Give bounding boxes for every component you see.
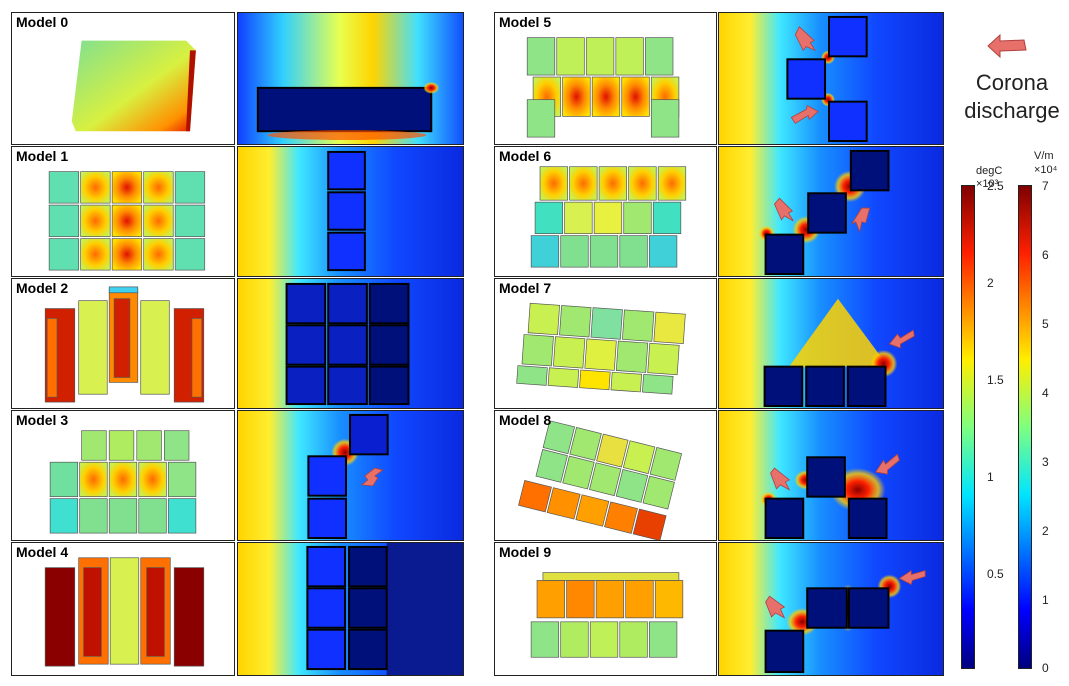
model-9-field-plot	[719, 543, 943, 675]
model-5-temperature-plot	[526, 37, 680, 138]
model-2-temperature-panel: Model 2	[11, 278, 235, 409]
model-3-field-panel	[237, 410, 464, 541]
model-5-label: Model 5	[499, 14, 552, 30]
model-6-temperature-panel: Model 6	[494, 146, 717, 277]
corona-arrow-icon	[770, 467, 791, 491]
model-0-label: Model 0	[16, 14, 69, 30]
cb-temp-tick: 2	[987, 276, 994, 290]
corona-arrow-icon	[774, 197, 794, 222]
cb-field-tick: 5	[1042, 317, 1049, 331]
corona-arrow-icon	[888, 329, 915, 349]
legend-line1: Corona	[975, 70, 1049, 95]
model-9-temperature-panel: Model 9	[494, 542, 717, 676]
model-5-field-plot	[719, 13, 943, 144]
model-3-temperature-panel: Model 3	[11, 410, 235, 541]
cb-field-tick: 4	[1042, 386, 1049, 400]
cb-field-tick: 7	[1042, 179, 1049, 193]
model-2-field-plot	[238, 279, 463, 408]
model-0-field-plot	[238, 13, 463, 144]
model-5-temperature-panel: Model 5	[494, 12, 717, 145]
model-9-label: Model 9	[499, 544, 552, 560]
cb-temp-mult: ×10³	[976, 178, 999, 190]
model-4-field-panel	[237, 542, 464, 676]
model-3-label: Model 3	[16, 412, 69, 428]
model-0-field-panel	[237, 12, 464, 145]
colorbar-field	[1018, 185, 1032, 669]
cb-field-tick: 0	[1042, 661, 1049, 675]
model-9-temperature-plot	[530, 572, 684, 658]
model-4-field-plot	[238, 543, 463, 675]
model-7-temperature-panel: Model 7	[494, 278, 717, 409]
corona-arrow-icon	[850, 207, 871, 234]
m0-conductor	[256, 86, 433, 133]
model-7-label: Model 7	[499, 280, 552, 296]
model-0-temperature-plot	[71, 40, 196, 132]
cb-field-mult: ×10⁴	[1034, 164, 1058, 176]
cb-field-tick: 6	[1042, 248, 1049, 262]
model-6-label: Model 6	[499, 148, 552, 164]
model-1-temperature-plot	[48, 171, 206, 271]
cb-temp-tick: 1	[987, 470, 994, 484]
model-6-temperature-plot	[530, 166, 687, 268]
model-9-field-panel	[718, 542, 944, 676]
cb-temp-unit: degC	[976, 165, 1003, 177]
model-4-label: Model 4	[16, 544, 69, 560]
model-2-label: Model 2	[16, 280, 69, 296]
model-7-temperature-plot	[516, 302, 686, 395]
m0-block	[71, 40, 196, 132]
legend-line2: discharge	[964, 98, 1060, 123]
model-6-field-plot	[719, 147, 943, 276]
model-5-field-panel	[718, 12, 944, 145]
model-1-temperature-panel: Model 1	[11, 146, 235, 277]
model-1-field-panel	[237, 146, 464, 277]
corona-arrow-icon	[765, 595, 786, 619]
model-1-label: Model 1	[16, 148, 69, 164]
corona-arrow-icon	[874, 453, 900, 475]
corona-arrow-icon	[794, 26, 817, 52]
model-8-label: Model 8	[499, 412, 552, 428]
model-4-temperature-plot	[44, 557, 205, 667]
model-3-temperature-plot	[49, 430, 197, 534]
corona-arrow-icon	[360, 467, 384, 487]
corona-arrow-icon	[790, 104, 819, 124]
cb-temp-tick: 2.5	[987, 179, 1004, 193]
model-2-temperature-plot	[44, 286, 205, 403]
cb-temp-tick: 1.5	[987, 373, 1004, 387]
model-0-temperature-panel: Model 0	[11, 12, 235, 145]
model-2-field-panel	[237, 278, 464, 409]
model-1-field-plot	[238, 147, 463, 276]
model-8-temperature-plot	[518, 420, 683, 540]
model-4-temperature-panel: Model 4	[11, 542, 235, 676]
cb-field-tick: 2	[1042, 524, 1049, 538]
model-8-field-panel	[718, 410, 944, 541]
model-8-field-plot	[719, 411, 943, 540]
cb-field-unit: V/m	[1034, 150, 1054, 162]
model-7-field-plot	[719, 279, 943, 408]
colorbar-temperature	[961, 185, 975, 669]
model-7-field-panel	[718, 278, 944, 409]
corona-legend-arrow-icon	[987, 33, 1027, 58]
cb-field-tick: 3	[1042, 455, 1049, 469]
corona-arrow-icon	[898, 569, 926, 585]
cb-temp-tick: 0.5	[987, 567, 1004, 581]
model-6-field-panel	[718, 146, 944, 277]
cb-field-tick: 1	[1042, 593, 1049, 607]
model-8-temperature-panel: Model 8	[494, 410, 717, 541]
model-3-field-plot	[238, 411, 463, 540]
m0-block-side	[186, 50, 196, 132]
